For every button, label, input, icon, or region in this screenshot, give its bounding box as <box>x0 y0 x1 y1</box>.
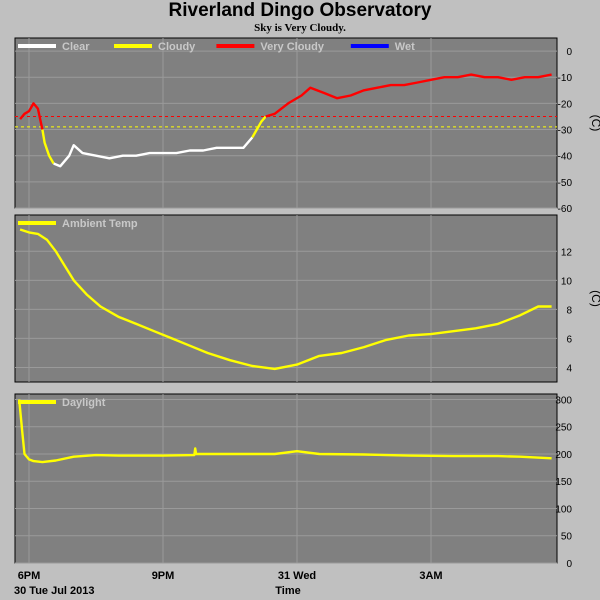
y-tick-label: 200 <box>555 450 572 461</box>
plot-area <box>14 37 558 209</box>
series-line-1 <box>41 129 55 165</box>
y-tick-label: -10 <box>558 73 573 84</box>
y-tick-label: 4 <box>566 363 572 374</box>
y-tick-label: -40 <box>558 152 573 163</box>
panel-sky: 0 -10 -20 -30 -40 -50 -60 Clear Cloudy Very Cloud… <box>14 37 600 215</box>
y-axis-label: (C) <box>589 290 600 307</box>
plot-area <box>14 393 558 564</box>
chart-subtitle: Sky is Very Cloudy. <box>254 22 346 34</box>
chart-title: Riverland Dingo Observatory <box>168 0 432 21</box>
series-line-3 <box>251 115 267 138</box>
panel-daylight: 0 50 100 150 200 250 300 Daylight <box>14 393 573 570</box>
series-line-2 <box>53 136 254 168</box>
y-tick-label: 150 <box>555 477 572 488</box>
y-tick-label: 0 <box>566 559 572 570</box>
y-tick-label: 300 <box>555 395 572 406</box>
y-tick-label: 12 <box>561 247 573 258</box>
series-line-0 <box>19 102 44 130</box>
legend-label: Ambient Temp <box>62 218 138 230</box>
x-tick-label: 6PM <box>18 570 41 582</box>
legend-label: Daylight <box>62 397 106 409</box>
y-tick-label: -20 <box>558 99 573 110</box>
series-line-0 <box>19 228 552 371</box>
panel-ambient: 4 6 8 10 12 Ambient Temp (C) <box>14 214 600 383</box>
x-tick-label: 3AM <box>419 570 442 582</box>
y-tick-label: -30 <box>558 126 573 137</box>
y-tick-label: 8 <box>566 305 572 316</box>
legend-label: Clear <box>62 41 90 53</box>
series-line-4 <box>265 73 552 118</box>
y-axis-label: (C) <box>589 115 600 132</box>
x-axis-label: Time <box>275 585 300 597</box>
y-tick-label: 10 <box>561 276 573 287</box>
y-tick-label: -60 <box>558 204 573 215</box>
y-tick-label: 100 <box>555 504 572 515</box>
legend-label: Cloudy <box>158 41 196 53</box>
y-tick-label: 6 <box>566 334 572 345</box>
x-tick-label: 9PM <box>152 570 175 582</box>
y-tick-label: 0 <box>566 47 572 58</box>
legend-label: Very Cloudy <box>260 41 324 53</box>
x-date-label: 30 Tue Jul 2013 <box>14 585 95 597</box>
y-tick-label: -50 <box>558 178 573 189</box>
y-tick-label: 50 <box>561 532 573 543</box>
x-tick-label: 31 Wed <box>278 570 316 582</box>
y-tick-label: 250 <box>555 423 572 434</box>
plot-area <box>14 214 558 383</box>
series-line-0 <box>18 399 552 464</box>
legend-label: Wet <box>395 41 415 53</box>
